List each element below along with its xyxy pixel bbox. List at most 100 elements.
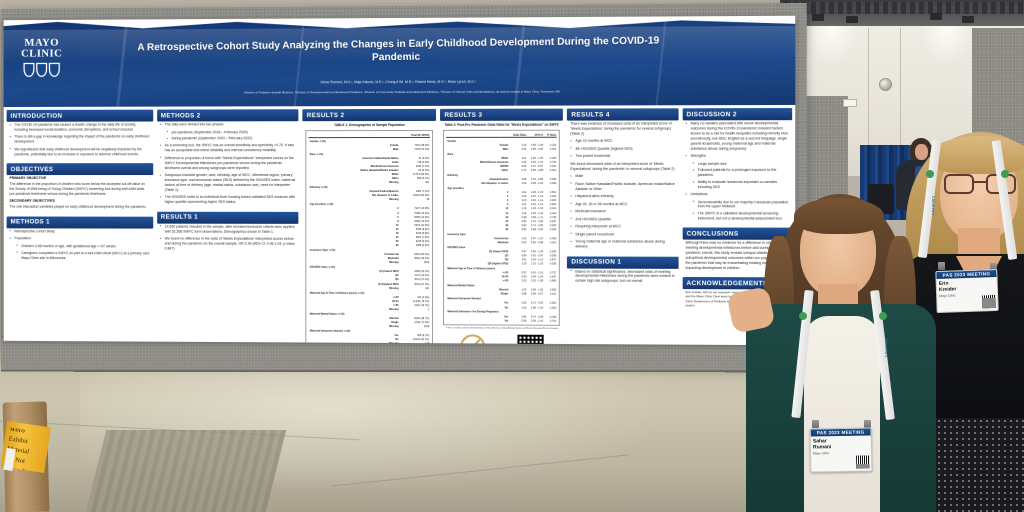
section-body-results-3: Table 2: Post-Pre Pandemic Odds Ratio fo… [440, 121, 563, 346]
section-heading-results-4: RESULTS 4 [567, 108, 679, 121]
list-item: Single parent household [570, 232, 675, 237]
results4-list-2: Male Race: Native Hawaiian/Pacific Island… [570, 174, 675, 249]
wall-light-glow [806, 26, 858, 66]
lanyard-logo-icon [1001, 170, 1009, 178]
list-item: Age 24, 30 or 36 months at WCC [570, 202, 675, 207]
section-results-3: RESULTS 3 Table 2: Post-Pre Pandemic Odd… [440, 108, 564, 346]
qr-code-icon[interactable] [517, 334, 544, 346]
list-item: Strengths [685, 154, 789, 159]
poster-column-1: INTRODUCTION The COVID-19 pandemic has c… [6, 109, 153, 342]
attendee-left-bangs [794, 198, 884, 234]
list-item: during pandemic (September 2020 – Februa… [160, 137, 296, 142]
list-item: 4th HOUSES Quartile (highest SES) [570, 146, 675, 151]
poster-authors: Sahar Rumani, M.D.¹, Maja Katusic, M.D.²… [320, 79, 477, 85]
section-heading-discussion-2: DISCUSSION 2 [682, 108, 793, 121]
list-item: We hypothesize that early childhood deve… [10, 147, 150, 157]
mayo-logo-line2: CLINIC [21, 47, 63, 60]
name-badge-right[interactable]: PAS 2023 MEETING Erin Kreider Mayo Clini… [935, 268, 999, 314]
section-methods-2: METHODS 2 The data were divided into two… [156, 109, 299, 207]
list-item: The data were divided into two phases [160, 122, 296, 127]
section-body-objectives: PRIMARY OBJECTIVE The difference in the … [7, 175, 153, 210]
poster-shipping-tube: MAYO Exhibit Material Do Not Discard [0, 401, 51, 512]
attendee-left-shirt [804, 316, 880, 512]
section-heading-results-2: RESULTS 2 [302, 108, 437, 122]
primary-objective-text: The difference in the proportion of chil… [9, 182, 145, 196]
poster-banner: MAYO CLINIC A Retrospective Cohort Study… [4, 16, 796, 107]
list-item: Age 12 months at WCC [570, 139, 675, 144]
lanyard-logo-icon [879, 312, 887, 320]
section-body-results-1: 14,550 patients included in the sample, … [157, 223, 299, 251]
wall-speaker-icon [879, 78, 892, 91]
ceiling-spotlight [846, 16, 858, 23]
badge-qr-code-left [856, 455, 870, 469]
list-item: 14,550 patients included in the sample, … [160, 224, 296, 234]
row-label: No [504, 319, 509, 323]
name-badge-left[interactable]: PAS 2023 MEETING Sahar Rumani Mayo Clini… [809, 427, 873, 473]
wall-light-glow [920, 26, 972, 66]
list-item: The HOUSES index is an individual-level … [160, 195, 296, 205]
section-heading-discussion-1: DISCUSSION 1 [567, 255, 679, 269]
section-heading-objectives: OBJECTIVES [6, 163, 153, 176]
poster-affiliations: ¹Division of Pediatric Hospital Medicine… [243, 89, 560, 95]
secondary-objective-text: The role interaction variables played on… [9, 205, 147, 210]
methods1-list: Retrospective cohort study Population: Chi… [10, 229, 150, 261]
badge-qr-code-right [982, 295, 996, 309]
wall-seam [900, 28, 901, 146]
list-item: There is still a gap in knowledge regard… [10, 135, 150, 145]
section-introduction: INTRODUCTION The COVID-19 pandemic has c… [6, 109, 153, 160]
eyeglass-lens-left [944, 174, 974, 194]
research-poster[interactable]: MAYO CLINIC A Retrospective Cohort Study… [3, 15, 796, 346]
secondary-objective-label: SECONDARY OBJECTIVES [9, 199, 55, 204]
table-1-box: Total (N=14550) Gender, n (%) Female 7115 … [305, 129, 434, 346]
section-results-1: RESULTS 1 14,550 patients included in th… [156, 211, 299, 254]
section-results-2: RESULTS 2 TABLE 1: Demographics of Sampl… [302, 108, 437, 346]
list-item: 2nd HOUSES Quartile [570, 217, 675, 222]
lanyard-logo-icon [799, 312, 807, 320]
list-item: Hispanic/Latino ethnicity [570, 194, 675, 199]
badge-clip-right [938, 262, 945, 270]
background-attendee-face [915, 144, 928, 160]
lanyard-text-left: Children's [884, 338, 888, 358]
mayo-shields-icon [10, 62, 74, 82]
list-item: Requiring interpreter at WCC [570, 224, 675, 229]
section-body-introduction: The COVID-19 pandemic has caused a drast… [7, 122, 153, 157]
list-item: Many co-variates associated with worse d… [685, 121, 789, 151]
list-item: Children 3-58 months of age, with gestat… [10, 244, 150, 249]
section-body-discussion-1: Based on statistical significance, decre… [567, 268, 678, 284]
table-2-body: Gender Female 1.00 0.95 - 1.05 0.124 Male 0.91… [446, 138, 557, 324]
poster-columns: INTRODUCTION The COVID-19 pandemic has c… [4, 105, 796, 346]
list-item: The COVID-19 pandemic has caused a drast… [10, 122, 150, 132]
table-2-caption: Table 2: Post-Pre Pandemic Odds Ratio fo… [444, 122, 560, 127]
section-body-results-2: TABLE 1: Demographics of Sample Populati… [303, 121, 437, 346]
wall-seam [868, 28, 869, 146]
section-objectives: OBJECTIVES PRIMARY OBJECTIVE The differe… [6, 163, 153, 212]
section-methods-1: METHODS 1 Retrospective cohort study Popu… [6, 216, 153, 263]
poster-column-2: METHODS 2 The data were divided into two… [156, 109, 299, 342]
primary-objective-label: PRIMARY OBJECTIVE [9, 176, 47, 181]
table-1-body: Gender, n (%) Female 7115 (48.9%) Male 7435 … [309, 138, 431, 346]
list-item: Based on statistical significance, decre… [570, 269, 675, 284]
section-results-4: RESULTS 4 There was evidence of increase… [567, 108, 679, 252]
results4-intro-2: We found decreased odds of an interprete… [570, 161, 675, 171]
badge-clip-left [864, 420, 871, 428]
row-value: 0.99 [521, 319, 527, 323]
list-item: Two parent household [570, 154, 675, 159]
results4-intro-1: There was evidence of increased odds of … [570, 121, 672, 136]
list-item: Male [570, 174, 675, 179]
adjacent-board-number-tag [843, 99, 857, 107]
badge-clip-right [990, 263, 997, 271]
list-item: Medicaid insurance [570, 209, 675, 214]
methods2-list: The data were divided into two phases pre… [160, 122, 296, 205]
section-body-methods-1: Retrospective cohort study Population: Chi… [7, 228, 153, 261]
ceiling-spotlight [962, 16, 974, 23]
badge-clip-left [812, 420, 819, 428]
list-item: Difference in proportion of forms with "… [160, 156, 296, 171]
list-item: Population: [10, 237, 150, 242]
attendee-left [746, 176, 936, 512]
results4-list-1: Age 12 months at WCC 4th HOUSES Quartile … [570, 139, 675, 159]
ceiling-spotlight [812, 14, 824, 21]
section-body-methods-2: The data were divided into two phases pre… [157, 121, 299, 205]
ceiling-truss [780, 2, 1024, 14]
list-item: Race: Native Hawaiian/Pacific Islander, … [570, 182, 675, 192]
